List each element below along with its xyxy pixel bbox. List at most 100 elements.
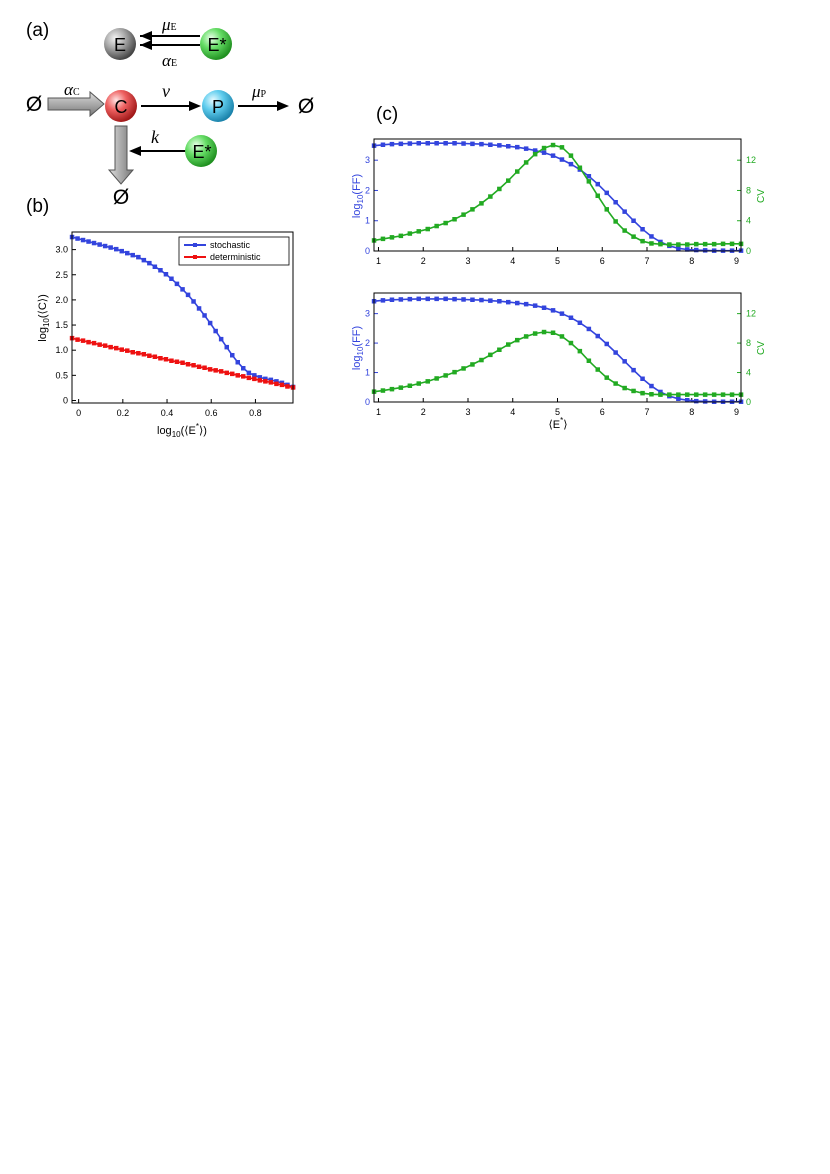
c-bottom-ytick-left-label: 2 xyxy=(365,338,370,348)
b-stochastic-point-32 xyxy=(246,370,252,376)
rate-mu-p: μP xyxy=(251,82,267,101)
b-deterministic-point-32 xyxy=(246,375,252,381)
c-top-cv-point-11 xyxy=(470,207,475,212)
c-top-cv-point-18 xyxy=(532,151,538,157)
b-deterministic-point-11 xyxy=(130,350,135,355)
b-deterministic-point-30 xyxy=(235,373,240,378)
b-xtick-label: 0.2 xyxy=(117,408,130,418)
c-top-ff-point-7 xyxy=(434,141,439,146)
c-bottom-ff-point-21 xyxy=(559,311,565,316)
c-bottom-ff-point-32 xyxy=(658,389,663,395)
b-stochastic-point-10 xyxy=(125,250,130,256)
chart-c-top-frame xyxy=(373,138,742,252)
c-bottom-ytick-left-label: 1 xyxy=(365,368,370,378)
c-top-cv-point-37 xyxy=(702,241,708,247)
chart-b-series xyxy=(69,234,296,390)
b-stochastic-point-12 xyxy=(136,254,141,260)
c-bottom-cv-point-36 xyxy=(694,392,699,397)
b-deterministic-point-28 xyxy=(224,370,229,376)
c-bottom-ff-point-9 xyxy=(452,296,457,302)
c-top-cv-point-10 xyxy=(461,212,466,217)
c-top-ff-point-4 xyxy=(407,141,413,146)
null-species-right: Ø xyxy=(298,95,314,118)
b-stochastic-point-30 xyxy=(235,360,240,365)
c-top-cv-point-14 xyxy=(497,186,502,192)
c-bottom-cv-point-12 xyxy=(479,357,484,363)
b-ytick-label: 2.0 xyxy=(55,295,68,305)
c-bottom-ff-point-1 xyxy=(380,298,386,303)
c-bottom-cv-point-31 xyxy=(649,392,654,397)
c-top-ff-point-27 xyxy=(613,200,618,205)
b-deterministic-point-35 xyxy=(263,379,268,384)
c-bottom-ytick-right-label: 4 xyxy=(746,368,751,378)
c-top-ytick-right-label: 4 xyxy=(746,216,751,226)
species-estar-sphere xyxy=(200,28,232,60)
c-top-cv-point-12 xyxy=(479,201,484,206)
rate-k: k xyxy=(151,127,160,147)
c-top-cv-point-22 xyxy=(568,153,574,158)
c-bottom-cv-point-25 xyxy=(595,367,600,372)
chart-c-top-series xyxy=(371,141,744,253)
b-deterministic-point-27 xyxy=(218,369,224,374)
species-p-sphere xyxy=(202,90,234,122)
c-bottom-ff-point-22 xyxy=(568,315,574,320)
c-top-cv-point-40 xyxy=(729,241,735,247)
c-bottom-ytick-right-label: 12 xyxy=(746,309,756,319)
b-stochastic-point-9 xyxy=(119,248,124,254)
b-stochastic-point-3 xyxy=(86,239,91,244)
c-top-cv-point-25 xyxy=(595,193,600,198)
c-top-ff-point-3 xyxy=(398,141,404,147)
c-top-cv-point-33 xyxy=(667,242,672,247)
b-stochastic-point-7 xyxy=(108,245,113,250)
c-bottom-cv-point-27 xyxy=(613,381,618,386)
c-top-ff-point-6 xyxy=(425,141,430,146)
c-bottom-ff-point-15 xyxy=(506,299,511,305)
b-deterministic-point-19 xyxy=(174,359,180,364)
b-stochastic-point-36 xyxy=(268,377,274,383)
c-top-ff-point-35 xyxy=(685,247,690,252)
c-top-xtick-label: 7 xyxy=(645,256,650,266)
b-stochastic-point-28 xyxy=(224,344,229,350)
b-deterministic-point-9 xyxy=(119,347,124,352)
b-stochastic-point-14 xyxy=(147,260,152,266)
species-c-label: C xyxy=(115,97,128,117)
c-bottom-cv-point-21 xyxy=(559,334,565,339)
c-bottom-ff-point-13 xyxy=(488,298,493,303)
c-bottom-cv-point-40 xyxy=(729,392,735,397)
c-bottom-cv-point-13 xyxy=(488,352,493,358)
c-top-cv-point-32 xyxy=(658,241,663,247)
c-bottom-cv-point-8 xyxy=(443,373,448,378)
c-bottom-ff-point-34 xyxy=(676,396,681,401)
c-top-cv-point-2 xyxy=(389,235,395,240)
c-bottom-cv-point-32 xyxy=(658,392,663,397)
c-top-ytick-right-label: 8 xyxy=(746,185,751,195)
b-stochastic-point-24 xyxy=(202,313,207,318)
c-bottom-cv-point-6 xyxy=(425,379,430,384)
b-stochastic-point-33 xyxy=(252,373,257,378)
c-bottom-cv-point-10 xyxy=(461,366,466,371)
species-p-label: P xyxy=(212,97,224,117)
c-bottom-xtick-label: 4 xyxy=(510,407,515,417)
b-stochastic-point-16 xyxy=(158,268,163,273)
c-top-ff-point-36 xyxy=(694,247,699,253)
c-top-xtick-label: 1 xyxy=(376,256,381,266)
b-deterministic-point-1 xyxy=(75,337,80,342)
c-top-cv-point-1 xyxy=(380,236,386,242)
c-bottom-cv-point-4 xyxy=(407,383,413,388)
c-top-ff-point-24 xyxy=(586,174,592,179)
c-bottom-ff-point-17 xyxy=(523,301,529,307)
b-deterministic-point-39 xyxy=(285,384,290,389)
rate-alpha-e: αE xyxy=(162,51,177,70)
chart-c-top-ylabel-left: log10(FF) xyxy=(351,174,365,218)
null-species-bottom: Ø xyxy=(113,186,129,209)
c-top-xtick-label: 4 xyxy=(510,256,515,266)
c-top-xtick-label: 6 xyxy=(600,256,605,266)
rate-nu: v xyxy=(162,81,170,101)
b-deterministic-point-25 xyxy=(207,367,213,372)
b-xtick-label: 0.6 xyxy=(205,408,218,418)
b-deterministic-point-2 xyxy=(80,338,86,343)
c-bottom-xtick-label: 9 xyxy=(734,407,739,417)
c-top-cv-point-34 xyxy=(676,242,681,247)
